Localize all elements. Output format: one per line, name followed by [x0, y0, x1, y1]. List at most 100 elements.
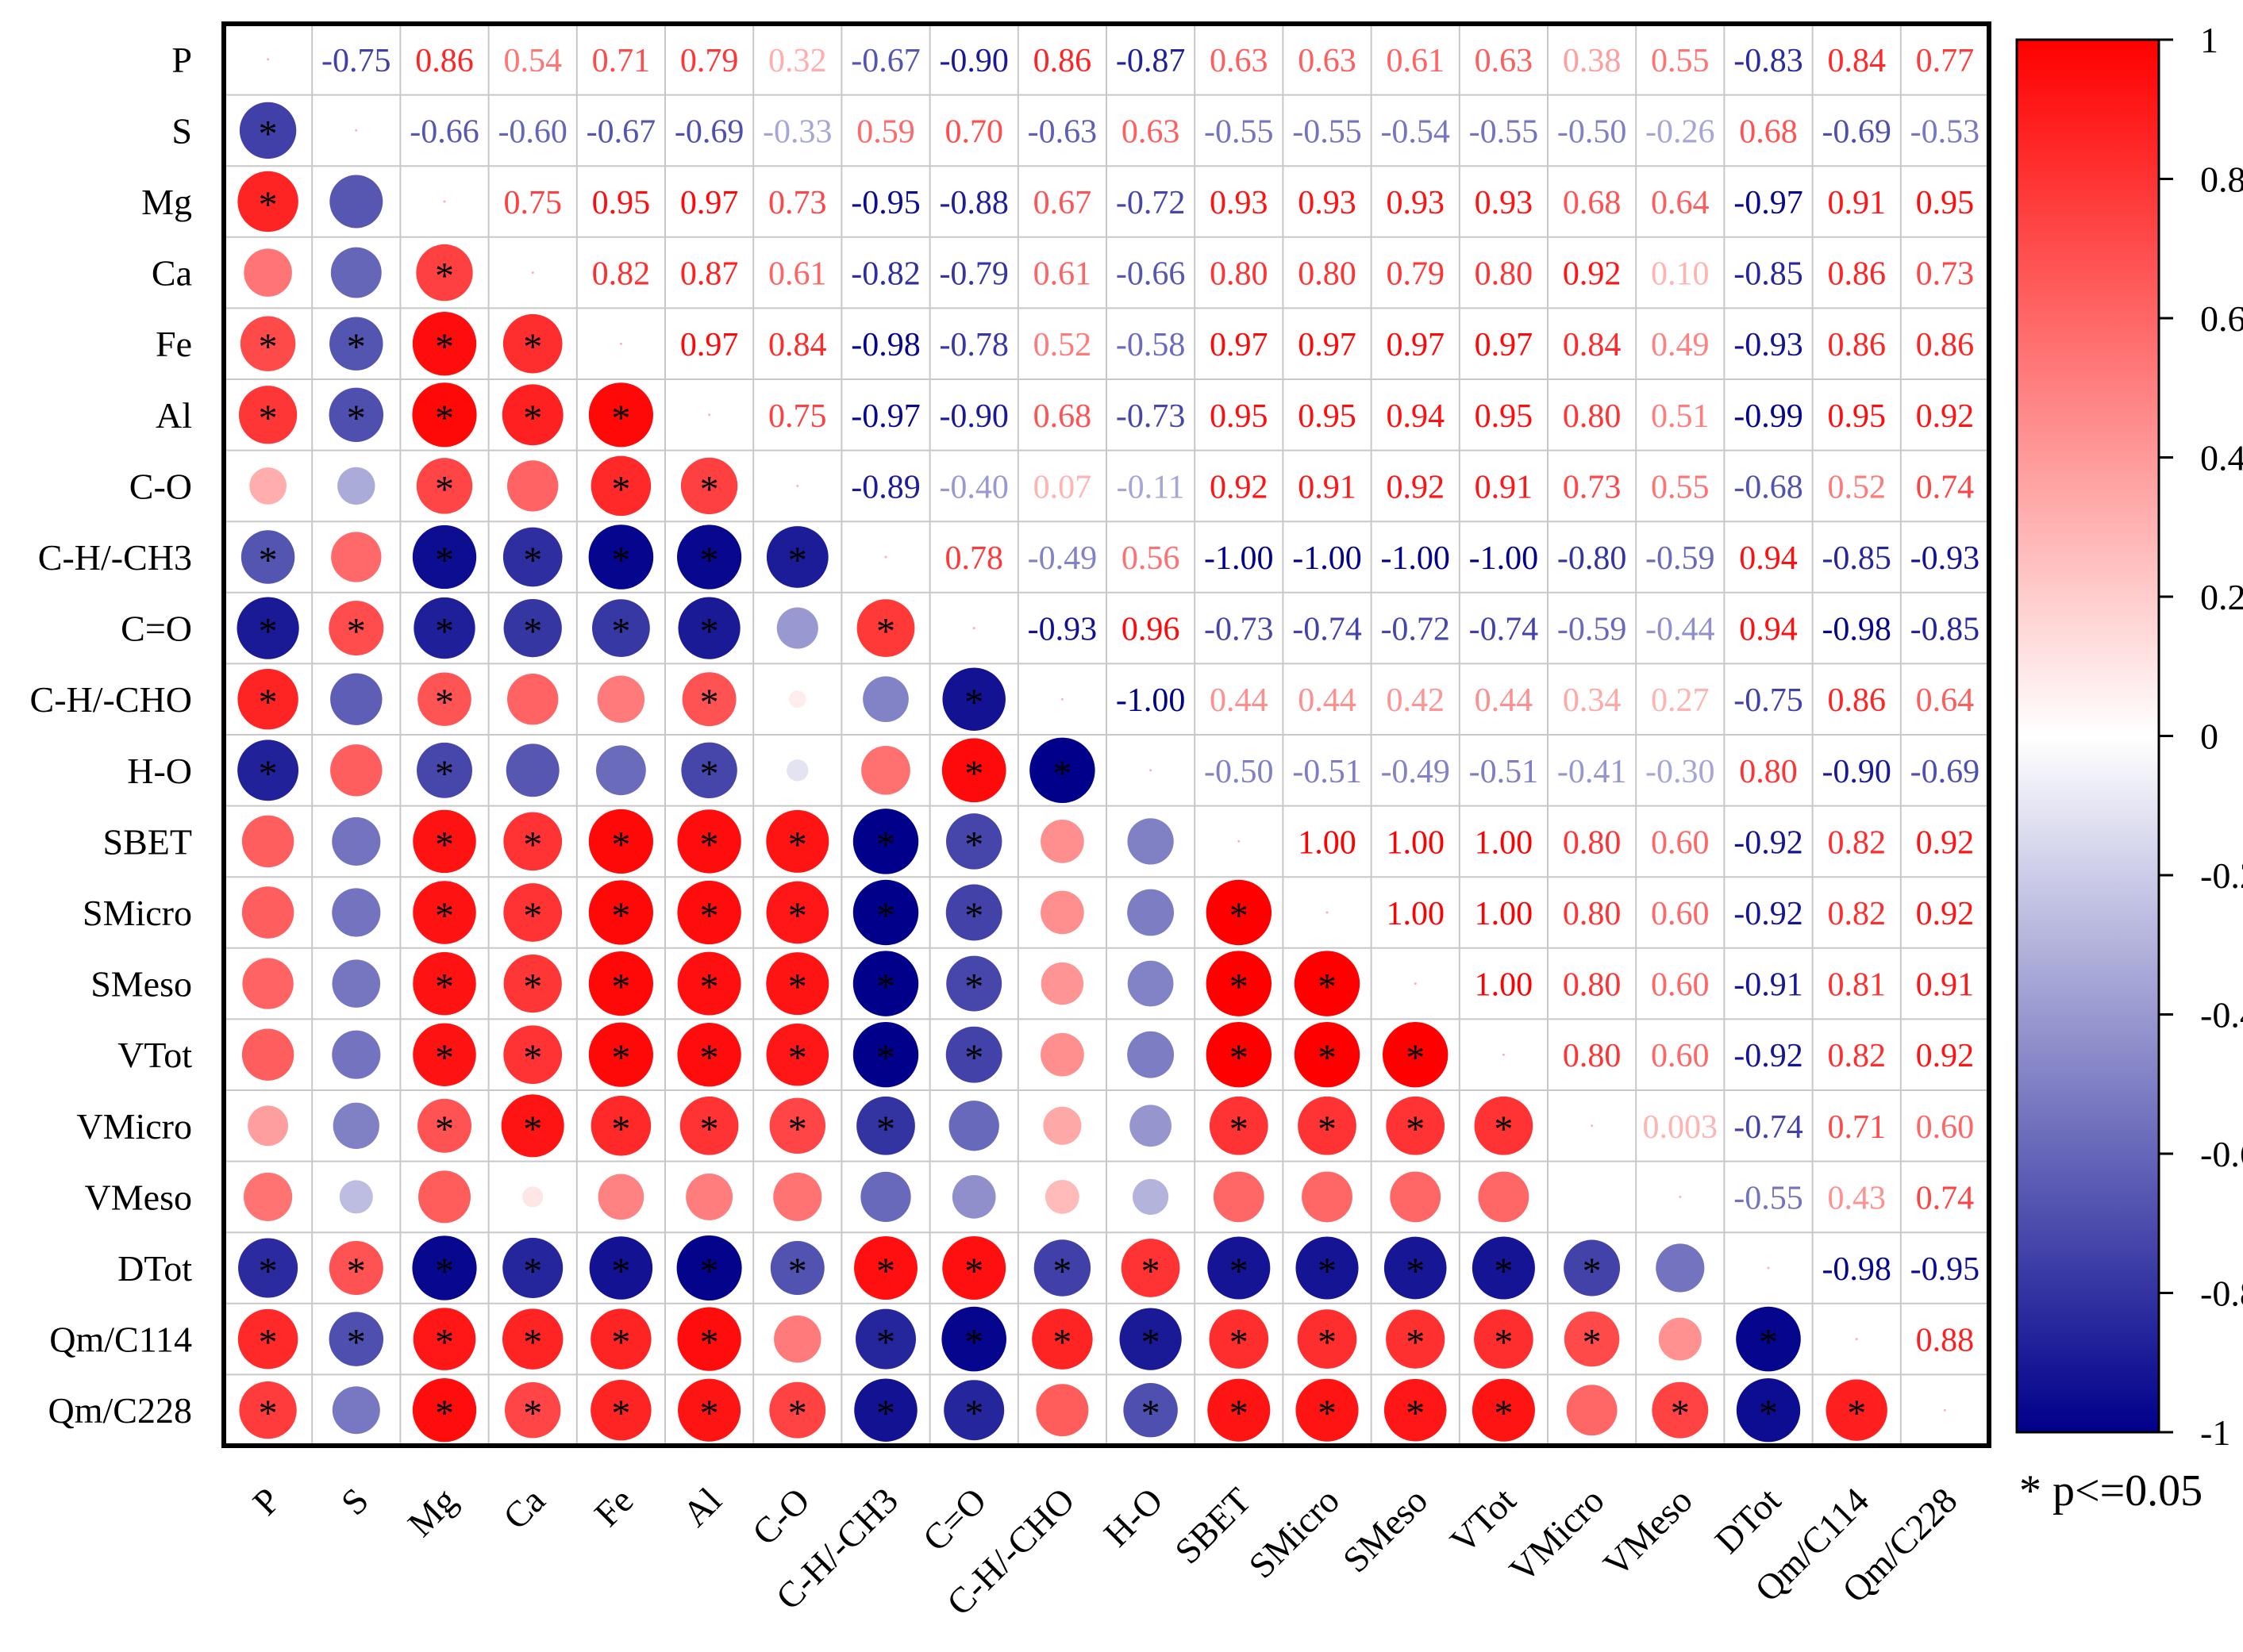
- significance-star: *: [964, 753, 983, 795]
- row-label: Qm/C114: [49, 1320, 192, 1360]
- coef-circle: [1474, 1309, 1533, 1369]
- significance-star: *: [611, 540, 630, 582]
- significance-star: *: [259, 184, 278, 226]
- coef-circle: [239, 102, 297, 159]
- coef-circle: [1207, 1236, 1271, 1300]
- coef-label: 0.95: [1916, 185, 1975, 221]
- coef-label: 0.80: [1210, 256, 1268, 293]
- coef-circle: [416, 458, 473, 514]
- coef-label: 0.93: [1386, 185, 1445, 221]
- significance-star: *: [1406, 1037, 1425, 1079]
- coef-label: -0.55: [1733, 1180, 1803, 1216]
- coef-label: 0.80: [1298, 256, 1356, 293]
- coef-circle: [237, 668, 298, 730]
- coef-circle: [329, 387, 384, 443]
- row-label: P: [171, 40, 192, 80]
- significance-star: *: [1318, 1251, 1337, 1293]
- coef-circle: [588, 880, 653, 945]
- row-label: DTot: [117, 1248, 192, 1289]
- significance-star: *: [876, 1393, 895, 1435]
- coef-circle: [503, 812, 563, 871]
- coef-circle: [329, 1241, 383, 1295]
- coef-label: -0.51: [1292, 754, 1362, 790]
- coef-label: 0.86: [1827, 256, 1886, 293]
- coef-label: -0.91: [1733, 967, 1803, 1004]
- colorbar-tick-label: 0.2: [2200, 577, 2243, 617]
- coef-circle: [244, 1172, 293, 1221]
- coef-circle: [1390, 1171, 1441, 1223]
- coef-label: 0.96: [1122, 612, 1180, 648]
- coef-circle: [588, 809, 653, 874]
- coef-circle: [1129, 1105, 1172, 1147]
- significance-star: *: [1759, 1393, 1778, 1435]
- significance-star: *: [1052, 1322, 1071, 1364]
- significance-star: *: [523, 611, 542, 653]
- coef-circle: [1123, 1382, 1178, 1438]
- coef-label: -0.97: [1733, 185, 1803, 221]
- coef-circle: [507, 460, 559, 512]
- coef-label: 0.59: [856, 113, 915, 150]
- significance-star: *: [1671, 1393, 1690, 1435]
- coef-label: 0.003: [1643, 1109, 1718, 1146]
- coef-label: -0.78: [939, 327, 1009, 363]
- coef-circle: [591, 599, 650, 658]
- coef-label: 0.78: [945, 540, 1003, 577]
- coef-circle: [329, 317, 383, 371]
- coef-circle: [854, 1378, 918, 1442]
- coef-circle: [238, 1238, 298, 1298]
- significance-star: *: [964, 1037, 983, 1079]
- coef-circle: [1032, 1308, 1093, 1370]
- row-labels: PS Mg Ca Fe Al C-O C-H/-CH3 C=O C-H/-CHO H-O SBET S…: [30, 40, 193, 1431]
- column-labels: P S Mg Ca Fe Al C-OC-H/-CH3 C=OC-H/-CHO H-OSBETS…: [245, 1480, 1965, 1623]
- significance-star: *: [347, 1322, 366, 1364]
- significance-star: *: [435, 895, 454, 937]
- coef-circle: [1036, 1384, 1089, 1437]
- coef-label: -0.74: [1292, 612, 1362, 648]
- significance-star: *: [611, 611, 630, 653]
- coef-label: 0.80: [1563, 896, 1622, 932]
- significance-star: *: [347, 611, 366, 653]
- coef-label: -0.75: [321, 43, 391, 79]
- coef-circle: [1029, 737, 1095, 804]
- coef-circle: [856, 1308, 916, 1370]
- coef-label: 0.86: [1827, 327, 1886, 363]
- coef-circle: [1383, 1236, 1447, 1300]
- coef-label: 0.56: [1122, 540, 1180, 577]
- coef-label: 0.80: [1563, 398, 1622, 435]
- coef-circle: [946, 955, 1002, 1012]
- coef-label: 0.73: [1916, 256, 1975, 293]
- column-label: S: [333, 1480, 376, 1523]
- coef-label: -0.79: [939, 256, 1009, 293]
- coef-label: 1.00: [1386, 896, 1445, 932]
- coef-circle: [788, 690, 806, 709]
- significance-star: *: [435, 255, 454, 298]
- significance-star: *: [700, 1322, 719, 1364]
- row-label: Fe: [156, 324, 192, 364]
- coef-label: 0.82: [592, 256, 651, 293]
- coef-circle: [766, 881, 829, 944]
- significance-star: *: [964, 1322, 983, 1364]
- coef-label: 0.74: [1916, 1180, 1975, 1216]
- coef-circle: [1297, 1309, 1357, 1369]
- coef-circle: [766, 952, 829, 1016]
- column-label: VMicro: [1502, 1480, 1612, 1590]
- significance-star: *: [700, 468, 719, 510]
- coef-label: -0.33: [763, 113, 833, 150]
- cells: -0.75 * 0.86 * 0.54 0.71 * 0.79 * 0.32 -0.67 * -0.90…: [237, 43, 1979, 1443]
- coef-label: -0.97: [851, 398, 921, 435]
- coef-circle: [329, 175, 383, 229]
- coef-circle: [677, 1023, 741, 1087]
- coef-circle: [417, 1098, 471, 1153]
- significance-star: *: [435, 468, 454, 510]
- significance-star: *: [435, 1393, 454, 1435]
- significance-star: *: [876, 1037, 895, 1079]
- significance-star: *: [876, 1251, 895, 1293]
- significance-star: *: [435, 1251, 454, 1293]
- diagonal-dot: [355, 129, 358, 132]
- significance-star: *: [1318, 1322, 1337, 1364]
- coef-circle: [1209, 1096, 1268, 1155]
- coef-circle: [1209, 1309, 1269, 1369]
- coef-circle: [677, 809, 741, 874]
- significance-star: *: [611, 895, 630, 937]
